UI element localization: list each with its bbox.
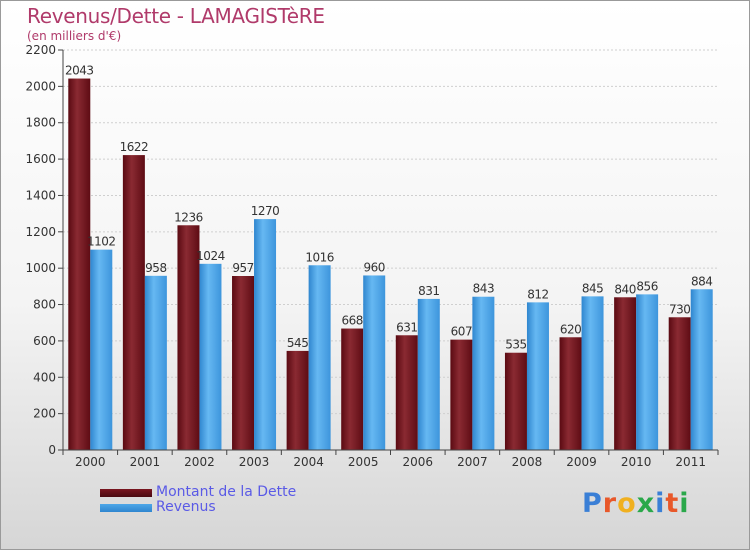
data-label: 607 <box>451 325 472 339</box>
bar-dette <box>668 317 691 450</box>
bar-revenus <box>417 298 440 450</box>
bar-revenus <box>526 302 549 450</box>
logo-letter: i <box>655 488 666 519</box>
bar-revenus <box>199 263 222 450</box>
data-label: 958 <box>145 261 166 275</box>
legend-swatch-dette <box>100 489 152 497</box>
data-label: 668 <box>342 314 363 328</box>
bar-revenus <box>254 219 277 450</box>
bar-revenus <box>308 265 331 450</box>
x-tick-label: 2001 <box>130 455 161 469</box>
chart-title: Revenus/Dette - LAMAGISTèRE <box>27 4 325 28</box>
data-label: 545 <box>287 336 308 350</box>
x-tick-label: 2003 <box>239 455 270 469</box>
data-label: 843 <box>473 282 494 296</box>
y-tick-label: 600 <box>33 334 56 348</box>
data-label: 856 <box>636 279 657 293</box>
data-labels: 2043 1102 1622 958 1236 1024 957 1270 545 1016 668… <box>65 64 713 352</box>
x-tick-label: 2011 <box>675 455 706 469</box>
bar-dette <box>559 337 582 450</box>
bar-revenus <box>144 275 167 450</box>
bar-dette <box>232 276 255 450</box>
logo-letter: t <box>665 488 680 519</box>
data-label: 957 <box>232 261 253 275</box>
x-tick-label: 2002 <box>184 455 215 469</box>
x-tick-label: 2007 <box>457 455 488 469</box>
bar-dette <box>341 328 364 450</box>
data-label: 840 <box>614 282 635 296</box>
x-tick-label: 2010 <box>621 455 652 469</box>
legend-label-revenus: Revenus <box>156 499 216 515</box>
logo-letter: i <box>679 488 690 519</box>
y-tick-label: 1200 <box>25 225 56 239</box>
data-label: 884 <box>691 274 712 288</box>
y-tick-label: 400 <box>33 370 56 384</box>
data-label: 1622 <box>120 140 149 154</box>
bar-revenus <box>472 296 495 450</box>
data-label: 2043 <box>65 64 94 78</box>
bar-revenus <box>363 275 386 450</box>
data-label: 831 <box>418 284 439 298</box>
bar-dette <box>122 155 145 450</box>
data-label: 535 <box>505 338 526 352</box>
bar-dette <box>504 352 527 450</box>
bars <box>68 78 713 450</box>
x-tick-label: 2005 <box>348 455 379 469</box>
y-tick-label: 0 <box>48 443 56 457</box>
data-label: 631 <box>396 320 417 334</box>
bar-dette <box>68 78 91 450</box>
data-label: 812 <box>527 287 548 301</box>
data-label: 845 <box>582 281 603 295</box>
logo-letter: P <box>582 488 603 519</box>
bar-dette <box>286 350 309 450</box>
y-tick-label: 1800 <box>25 116 56 130</box>
bar-dette <box>177 225 200 450</box>
x-tick-label: 2008 <box>512 455 543 469</box>
bar-revenus <box>690 289 713 450</box>
data-label: 1102 <box>87 235 116 249</box>
bar-dette <box>450 339 473 450</box>
logo-letter: r <box>602 488 618 519</box>
grid-lines <box>63 49 718 451</box>
logo-letter: x <box>636 488 656 519</box>
data-label: 1270 <box>251 204 280 218</box>
y-tick-label: 2200 <box>25 43 56 57</box>
logo-letter: o <box>617 488 637 519</box>
bar-revenus <box>90 249 113 450</box>
bar-dette <box>395 335 418 450</box>
y-tick-label: 2000 <box>25 79 56 93</box>
chart-subtitle: (en milliers d'€) <box>27 29 122 43</box>
bar-dette <box>614 297 637 450</box>
bar-revenus <box>636 294 659 450</box>
legend-swatch-revenus <box>100 504 152 512</box>
x-tick-label: 2009 <box>566 455 597 469</box>
y-tick-label: 800 <box>33 298 56 312</box>
data-label: 1016 <box>305 250 334 264</box>
y-tick-label: 1000 <box>25 261 56 275</box>
data-label: 960 <box>364 260 385 274</box>
x-tick-label: 2006 <box>403 455 434 469</box>
y-tick-label: 200 <box>33 407 56 421</box>
y-tick-label: 1400 <box>25 188 56 202</box>
x-tick-label: 2004 <box>293 455 324 469</box>
data-label: 730 <box>669 302 690 316</box>
data-label: 620 <box>560 322 581 336</box>
data-label: 1236 <box>174 210 203 224</box>
x-tick-label: 2000 <box>75 455 106 469</box>
bar-revenus <box>581 296 604 450</box>
legend-label-dette: Montant de la Dette <box>156 484 297 500</box>
y-tick-label: 1600 <box>25 152 56 166</box>
data-label: 1024 <box>196 249 225 263</box>
axes: 0 200 400 600 800 1000 1200 1400 1600 1800 2000 220… <box>25 43 719 469</box>
proxiti-logo: Proxiti <box>582 488 690 519</box>
